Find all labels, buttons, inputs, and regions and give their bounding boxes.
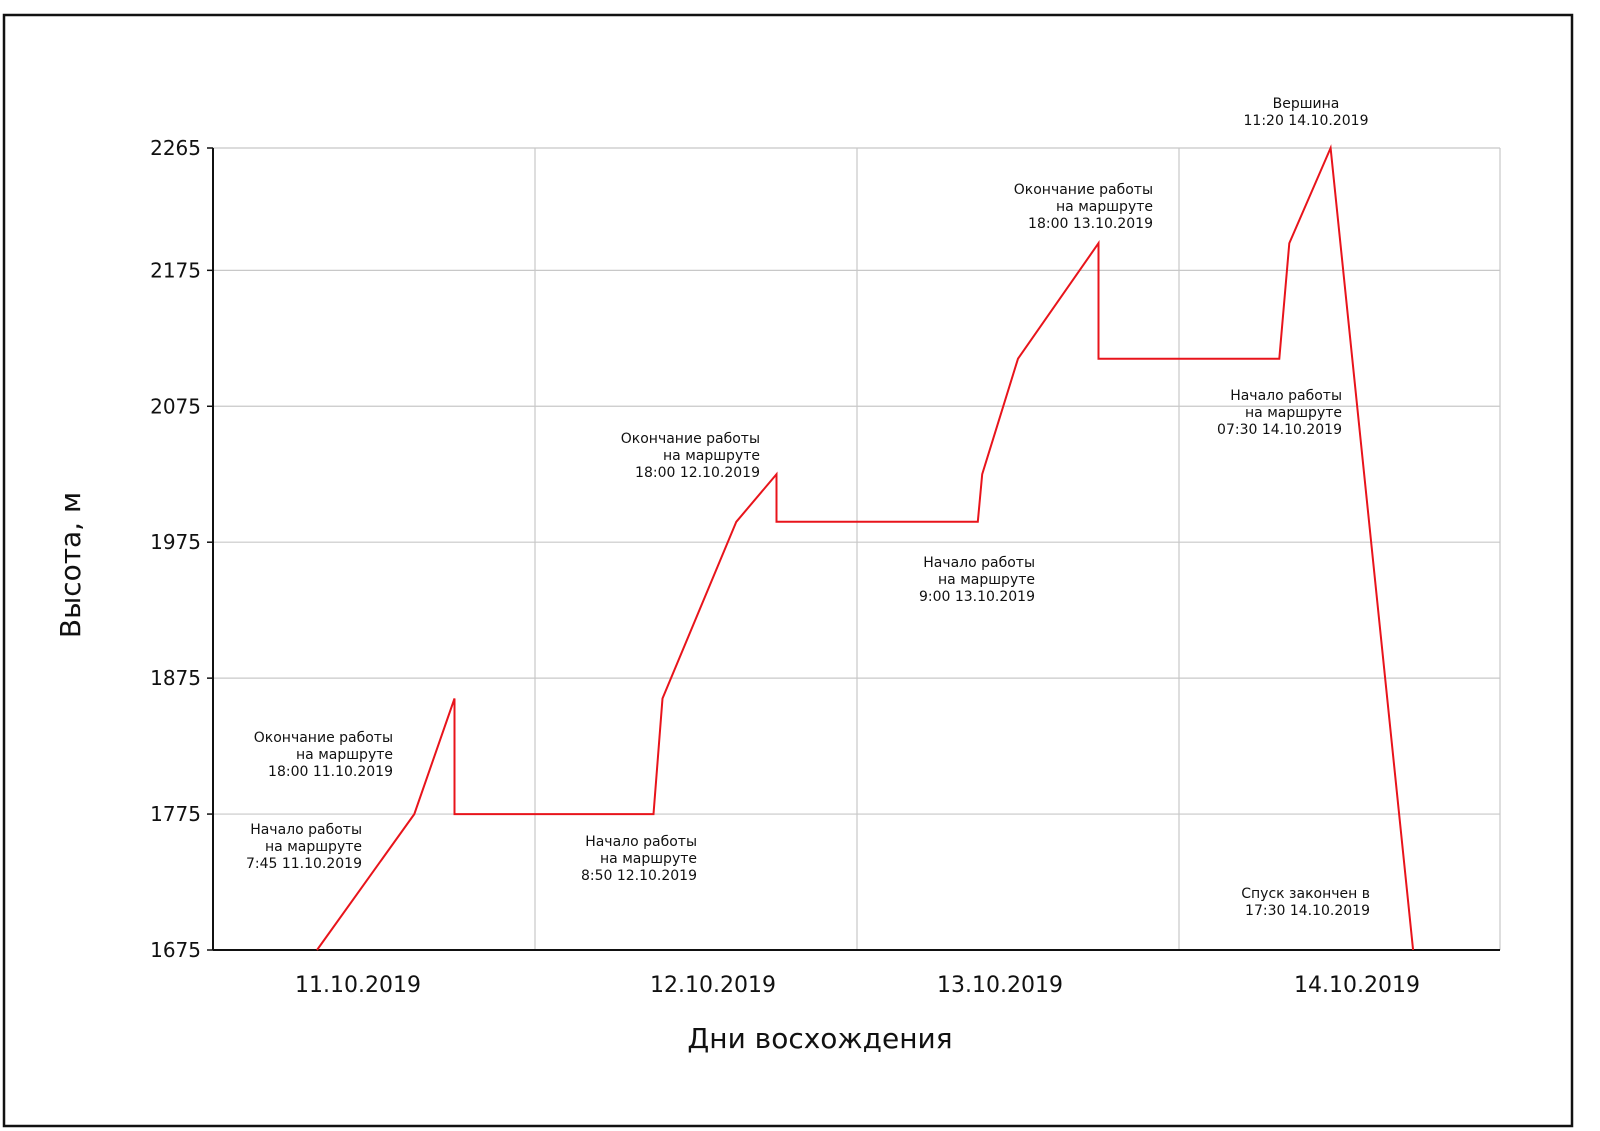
annotation-line: Спуск закончен в xyxy=(1241,886,1370,902)
annotation-line: 18:00 12.10.2019 xyxy=(635,465,760,481)
x-tick-label: 13.10.2019 xyxy=(937,973,1063,998)
y-axis-title: Высота, м xyxy=(54,492,87,638)
x-tick-label: 12.10.2019 xyxy=(650,973,776,998)
y-tick-label: 2265 xyxy=(150,136,201,160)
annotation-line: Начало работы xyxy=(1230,388,1342,404)
annotation-line: Начало работы xyxy=(250,822,362,838)
annotation-line: на маршруте xyxy=(1056,199,1153,215)
annotation-line: 7:45 11.10.2019 xyxy=(246,856,362,872)
x-axis-title: Дни восхождения xyxy=(687,1022,952,1055)
annotation-line: на маршруте xyxy=(938,572,1035,588)
annotation-line: Начало работы xyxy=(585,834,697,850)
y-tick-label: 1675 xyxy=(150,938,201,962)
annotation-line: Окончание работы xyxy=(1014,182,1153,198)
annotation-line: 07:30 14.10.2019 xyxy=(1217,422,1342,438)
annotation-line: 11:20 14.10.2019 xyxy=(1244,113,1369,129)
annotation-line: 17:30 14.10.2019 xyxy=(1245,903,1370,919)
series-line xyxy=(316,144,1415,951)
x-tick-labels: 11.10.2019 12.10.2019 13.10.2019 14.10.2019 xyxy=(295,973,1420,998)
x-tick-label: 11.10.2019 xyxy=(295,973,421,998)
chart-border xyxy=(2,13,1574,1128)
annotation-line: 18:00 11.10.2019 xyxy=(268,764,393,780)
annotation-line: 8:50 12.10.2019 xyxy=(581,868,697,884)
annotation-line: на маршруте xyxy=(1245,405,1342,421)
annotation-line: Окончание работы xyxy=(254,730,393,746)
annotation-line: на маршруте xyxy=(600,851,697,867)
y-tick-label: 1875 xyxy=(150,666,201,690)
annotation-line: на маршруте xyxy=(265,839,362,855)
y-tick-label: 1775 xyxy=(150,802,201,826)
y-tick-labels: 1675 1775 1875 1975 2075 2175 2265 xyxy=(150,136,201,962)
annotation-line: 18:00 13.10.2019 xyxy=(1028,216,1153,232)
annotation-line: на маршруте xyxy=(296,747,393,763)
x-tick-label: 14.10.2019 xyxy=(1294,973,1420,998)
axes xyxy=(207,147,1500,951)
y-tick-label: 1975 xyxy=(150,530,201,554)
annotation-line: Начало работы xyxy=(923,555,1035,571)
grid xyxy=(213,147,1501,950)
annotation-line: 9:00 13.10.2019 xyxy=(919,589,1035,605)
series xyxy=(316,144,1415,951)
y-tick-label: 2175 xyxy=(150,258,201,282)
annotation: Спуск закончен в17:30 14.10.2019 xyxy=(1241,886,1370,919)
y-tick-label: 2075 xyxy=(150,394,201,418)
annotation-line: Вершина xyxy=(1273,96,1340,112)
annotation-line: Окончание работы xyxy=(621,431,760,447)
annotation-line: на маршруте xyxy=(663,448,760,464)
